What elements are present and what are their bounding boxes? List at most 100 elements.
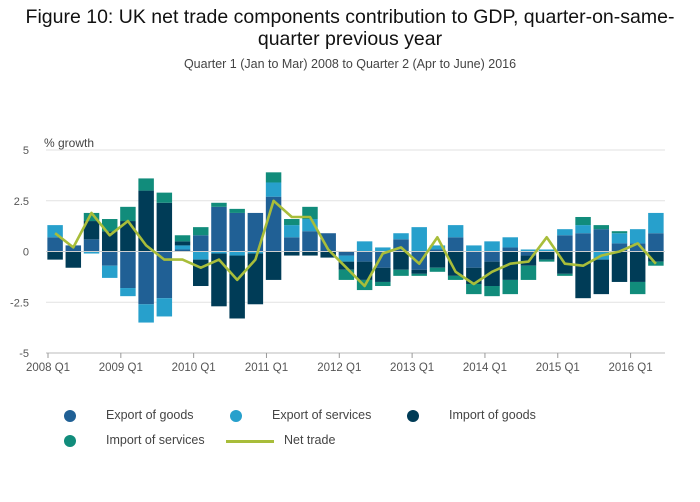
bar-segment xyxy=(101,265,118,278)
y-tick-label: 0 xyxy=(23,247,29,259)
x-tick-label: 2011 Q1 xyxy=(245,362,288,374)
x-tick-label: 2014 Q1 xyxy=(463,362,507,374)
bar-segment xyxy=(611,231,628,234)
bar-segment xyxy=(47,237,63,252)
y-tick-label: -2.5 xyxy=(10,297,29,309)
bar-segment xyxy=(83,212,100,222)
bar-segment xyxy=(484,261,500,287)
bar-segment xyxy=(302,251,318,256)
bar-segment xyxy=(447,251,464,276)
x-tick-label: 2010 Q1 xyxy=(172,362,216,374)
bar-segment xyxy=(557,229,573,236)
legend-label[interactable]: Export of goods xyxy=(106,408,194,422)
bar-segment xyxy=(393,251,409,270)
bar-segment xyxy=(502,247,518,252)
bar-segment xyxy=(320,251,336,258)
bar-segment xyxy=(411,269,427,274)
bar-segment xyxy=(466,283,482,295)
legend-label[interactable]: Net trade xyxy=(284,433,336,447)
bar-segment xyxy=(211,202,227,207)
bar-segment xyxy=(375,281,391,287)
bar-segment xyxy=(265,172,282,183)
bar-segment xyxy=(648,251,664,262)
bar-segment xyxy=(356,261,373,280)
bar-segment xyxy=(648,212,664,234)
bar-segment xyxy=(229,251,245,256)
chart-title: Figure 10: UK net trade components contr… xyxy=(10,6,690,50)
bar-segment xyxy=(247,212,264,252)
bar-segment xyxy=(356,251,373,262)
bar-segment xyxy=(593,229,610,252)
legend-dot-swatch xyxy=(230,410,242,422)
bar-segment xyxy=(484,241,500,252)
bar-segment xyxy=(120,251,136,289)
bar-segment xyxy=(393,233,409,240)
bar-segment xyxy=(411,273,427,276)
bar-segment xyxy=(156,202,173,252)
bar-segment xyxy=(193,259,209,287)
x-tick-label: 2008 Q1 xyxy=(26,362,70,374)
bar-segment xyxy=(320,233,336,252)
bar-segment xyxy=(447,225,464,238)
bar-segment xyxy=(83,251,100,254)
bar-segment xyxy=(520,265,537,280)
bar-segment xyxy=(284,225,300,238)
bar-segment xyxy=(429,245,446,250)
bar-segment xyxy=(575,251,591,299)
bar-segment xyxy=(557,273,573,276)
x-axis: 2008 Q1 2009 Q1 2010 Q1 2011 Q1 2012 Q1 2013 … xyxy=(26,251,665,374)
bar-segment xyxy=(338,255,355,262)
bar-segment xyxy=(138,304,154,323)
legend-dot-swatch xyxy=(64,435,76,447)
y-tick-label: -5 xyxy=(19,348,29,360)
bar-segment xyxy=(557,235,573,252)
bar-segment xyxy=(502,251,518,280)
legend-label[interactable]: Export of services xyxy=(272,408,372,422)
legend-line-swatch xyxy=(226,440,274,443)
bar-segment xyxy=(629,251,646,282)
bar-segment xyxy=(520,249,537,252)
bar-segment xyxy=(429,267,446,272)
bar-segment xyxy=(229,208,245,213)
bar-segment xyxy=(47,225,63,238)
bar-segment xyxy=(466,251,482,268)
net-trade-line xyxy=(54,199,657,288)
legend-label[interactable]: Import of goods xyxy=(449,408,536,422)
bar-segment xyxy=(174,235,191,242)
chart-title-line-1: Figure 10: UK net trade components contr… xyxy=(25,6,675,28)
chart-subtitle: Quarter 1 (Jan to Mar) 2008 to Quarter 2… xyxy=(183,57,517,71)
legend-label[interactable]: Import of services xyxy=(106,433,205,447)
bar-segment xyxy=(247,253,264,305)
bar-segment xyxy=(375,267,391,282)
bar-segment xyxy=(83,221,100,240)
bar-segment xyxy=(575,233,591,252)
net-trade-line-layer xyxy=(54,199,657,288)
bar-segment xyxy=(611,233,628,244)
bar-segment xyxy=(211,206,227,252)
bar-segment xyxy=(538,259,555,262)
bar-segment xyxy=(101,219,118,232)
bar-segment xyxy=(393,269,409,276)
bar-segment xyxy=(193,227,209,236)
bar-segment xyxy=(138,251,154,305)
bar-segment xyxy=(502,279,518,295)
bar-segment xyxy=(156,298,173,317)
bar-segment xyxy=(284,251,300,256)
bar-segment xyxy=(211,251,227,254)
bar-segment xyxy=(502,237,518,248)
bar-segment xyxy=(120,288,136,297)
x-tick-label: 2009 Q1 xyxy=(99,362,143,374)
legend-dot-swatch xyxy=(64,410,76,422)
bar-segment xyxy=(265,182,282,197)
bar-segment xyxy=(629,229,646,244)
bar-segment xyxy=(265,251,282,280)
bar-segment xyxy=(375,251,391,268)
y-tick-label: 5 xyxy=(23,145,29,157)
bar-segment xyxy=(193,235,209,252)
bar-segment xyxy=(338,251,355,256)
bar-segment xyxy=(484,251,500,262)
bar-stacks xyxy=(47,172,664,323)
bar-segment xyxy=(156,192,173,203)
bar-segment xyxy=(120,221,136,252)
